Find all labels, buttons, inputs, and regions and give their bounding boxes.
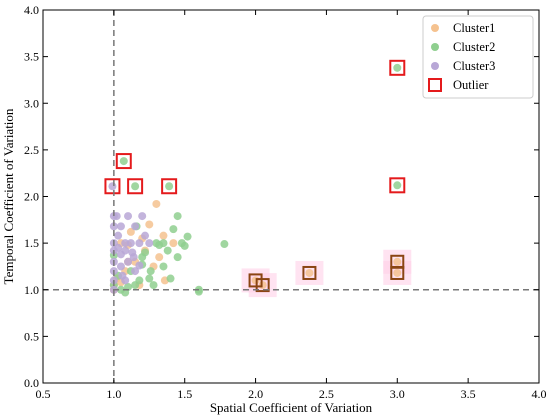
x-tick-label: 4.0: [532, 387, 547, 401]
point-cluster2: [194, 287, 203, 296]
point-cluster3: [126, 239, 135, 248]
y-tick-label: 0.0: [24, 376, 39, 390]
outlier-box: [255, 278, 270, 293]
x-tick-label: 0.5: [36, 387, 51, 401]
point-cluster3: [124, 212, 133, 221]
point-cluster3: [114, 243, 123, 252]
point-cluster1: [159, 231, 168, 240]
legend-box: [422, 15, 534, 99]
legend-marker-outlier: [428, 78, 442, 92]
point-cluster3: [116, 222, 125, 231]
y-tick-label: 3.0: [24, 96, 39, 110]
legend-label: Outlier: [453, 78, 489, 92]
outlier-box: [389, 177, 406, 194]
point-cluster2: [145, 274, 154, 283]
point-cluster3: [112, 212, 121, 221]
point-cluster2: [393, 181, 402, 190]
point-cluster2: [166, 274, 175, 283]
point-cluster3: [109, 222, 118, 231]
point-cluster3: [141, 231, 150, 240]
outlier-box: [390, 254, 405, 269]
outlier-box: [302, 265, 317, 280]
point-cluster2: [183, 232, 192, 241]
y-tick-label: 3.5: [24, 50, 39, 64]
point-cluster2: [131, 182, 140, 191]
outlier-box: [127, 178, 144, 195]
point-cluster3: [114, 231, 123, 240]
y-tick-label: 2.5: [24, 143, 39, 157]
point-cluster1: [251, 276, 260, 285]
point-cluster3: [135, 239, 144, 248]
x-tick-label: 3.5: [461, 387, 476, 401]
point-cluster2: [173, 253, 182, 262]
point-cluster2: [138, 253, 147, 262]
point-cluster3: [135, 261, 144, 270]
point-cluster3: [129, 253, 138, 262]
point-cluster1: [126, 227, 135, 236]
legend-label: Cluster3: [453, 59, 495, 73]
legend: Cluster1 Cluster2 Cluster3 Outlier: [422, 15, 534, 99]
y-tick-label: 4.0: [24, 3, 39, 17]
outlier-layer: [104, 59, 406, 293]
point-cluster3: [131, 267, 140, 276]
point-cluster1: [393, 268, 402, 277]
point-cluster2: [146, 267, 155, 276]
reference-lines: [43, 10, 539, 383]
outlier-box: [248, 273, 263, 288]
point-cluster3: [108, 182, 117, 191]
tick-layer: 0.5 1.0 1.5 2.0 2.5 3.0 3.5 4.00.00.51.01.52.02…: [24, 3, 547, 401]
legend-marker-cluster3: [431, 62, 439, 70]
point-cluster1: [393, 257, 402, 266]
point-cluster3: [121, 246, 130, 255]
y-tick-label: 0.5: [24, 329, 39, 343]
point-cluster2: [135, 276, 144, 285]
point-cluster2: [169, 225, 178, 234]
point-cluster2: [159, 262, 168, 271]
point-cluster2: [124, 282, 133, 291]
point-cluster2: [393, 63, 402, 72]
points-layer: [108, 63, 402, 297]
x-tick-label: 2.0: [248, 387, 263, 401]
point-cluster3: [121, 239, 130, 248]
y-tick-label: 2.0: [24, 190, 39, 204]
point-cluster1: [169, 239, 178, 248]
point-cluster3: [121, 276, 130, 285]
legend-marker-cluster2: [431, 43, 439, 51]
point-cluster3: [131, 222, 140, 231]
y-axis-title: Temporal Coefficient of Variation: [1, 108, 16, 284]
point-cluster1: [152, 199, 161, 208]
x-tick-label: 3.0: [390, 387, 405, 401]
point-cluster3: [138, 212, 147, 221]
point-cluster2: [220, 240, 229, 249]
point-cluster2: [165, 182, 174, 191]
point-cluster3: [124, 257, 133, 266]
point-cluster2: [149, 281, 158, 290]
point-cluster3: [145, 239, 154, 248]
x-tick-label: 2.5: [319, 387, 334, 401]
x-tick-label: 1.5: [177, 387, 192, 401]
point-cluster2: [119, 157, 128, 166]
y-tick-label: 1.0: [24, 283, 39, 297]
x-tick-label: 1.0: [106, 387, 121, 401]
point-cluster1: [305, 268, 314, 277]
point-cluster2: [173, 212, 182, 221]
point-cluster1: [258, 281, 267, 290]
point-cluster2: [163, 246, 172, 255]
point-cluster2: [180, 241, 189, 250]
legend-label: Cluster2: [453, 40, 495, 54]
point-cluster3: [116, 262, 125, 271]
point-cluster1: [155, 253, 164, 262]
outlier-box: [104, 178, 121, 195]
point-cluster2: [159, 239, 168, 248]
x-axis-title: Spatial Coefficient of Variation: [210, 400, 373, 415]
outlier-box: [161, 178, 178, 195]
outlier-box: [115, 153, 132, 170]
y-tick-label: 1.5: [24, 236, 39, 250]
point-cluster1: [145, 220, 154, 229]
legend-label: Cluster1: [453, 21, 495, 35]
outlier-box: [389, 59, 406, 76]
legend-marker-cluster1: [431, 24, 439, 32]
